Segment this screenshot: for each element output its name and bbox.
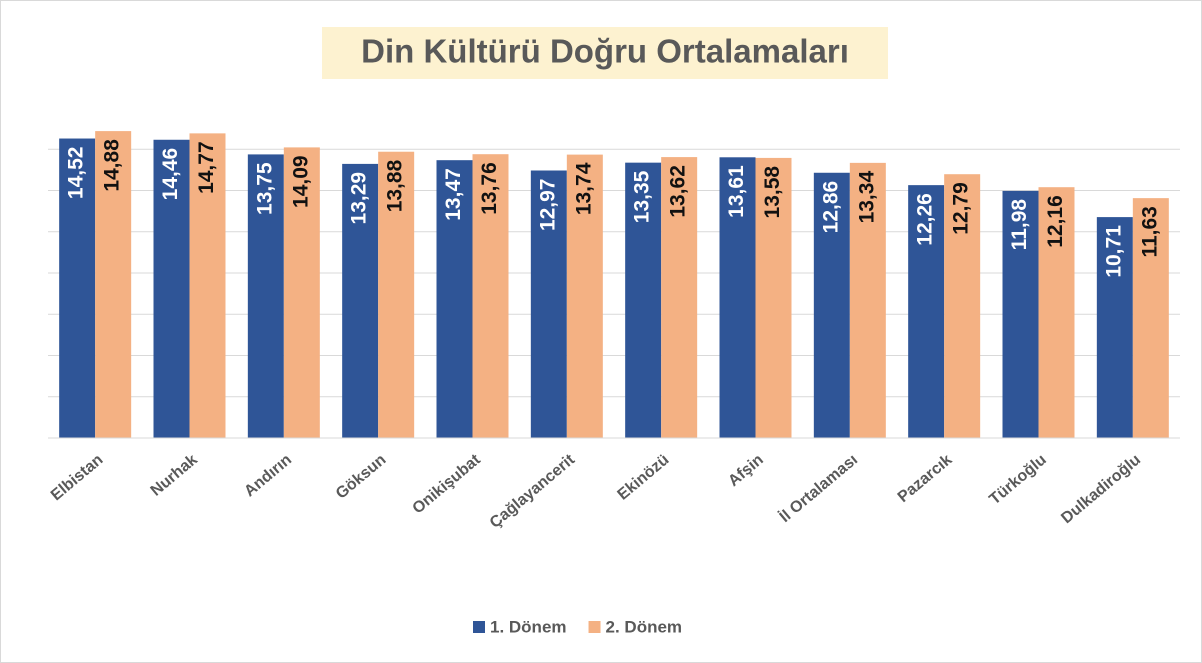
bar — [813, 172, 850, 438]
bar — [1002, 190, 1039, 438]
bar — [95, 131, 132, 438]
data-label: 14,77 — [195, 141, 218, 194]
bar — [566, 154, 603, 439]
data-label: 14,52 — [65, 147, 88, 200]
data-label: 12,97 — [536, 178, 559, 231]
bar — [625, 162, 662, 438]
bar — [755, 157, 792, 438]
data-label: 13,35 — [631, 170, 654, 223]
bar — [342, 163, 379, 439]
data-label: 13,29 — [348, 172, 371, 225]
bar — [189, 133, 226, 438]
data-label: 11,63 — [1138, 206, 1161, 257]
data-label: 13,74 — [572, 162, 595, 215]
data-label: 13,76 — [478, 162, 501, 215]
bar — [530, 170, 567, 438]
data-label: 12,79 — [950, 182, 973, 235]
data-label: 14,09 — [289, 155, 312, 208]
data-label: 11,98 — [1008, 199, 1031, 251]
data-label: 12,26 — [914, 193, 937, 246]
bar — [1096, 217, 1133, 438]
bar — [661, 157, 698, 438]
bar — [436, 160, 473, 438]
data-label: 14,88 — [101, 139, 124, 192]
bar — [247, 154, 284, 438]
bar — [908, 185, 945, 438]
data-label: 13,34 — [855, 171, 878, 224]
legend-swatch — [588, 621, 601, 633]
chart-title: Din Kültürü Doğru Ortalamaları — [361, 33, 849, 70]
data-label: 13,61 — [725, 165, 748, 218]
data-label: 14,46 — [159, 148, 182, 201]
bar — [378, 151, 415, 438]
data-label: 13,62 — [667, 165, 690, 218]
title-box — [322, 27, 888, 79]
legend-label: 2. Dönem — [606, 617, 683, 636]
bar — [849, 162, 886, 439]
bar — [59, 138, 96, 438]
legend-swatch — [473, 621, 485, 633]
bar — [472, 154, 509, 438]
data-label: 13,47 — [442, 168, 465, 221]
data-label: 13,58 — [761, 166, 784, 219]
data-label: 12,86 — [819, 181, 842, 234]
bar — [1132, 198, 1169, 438]
data-label: 12,16 — [1044, 195, 1067, 248]
bar — [283, 147, 320, 439]
data-label: 13,75 — [253, 162, 276, 215]
data-label: 10,71 — [1102, 225, 1125, 278]
bar — [719, 157, 756, 438]
legend-label: 1. Dönem — [490, 617, 567, 636]
bar — [153, 139, 190, 438]
data-label: 13,88 — [384, 159, 407, 212]
bar — [1038, 187, 1075, 438]
bar — [944, 174, 981, 439]
